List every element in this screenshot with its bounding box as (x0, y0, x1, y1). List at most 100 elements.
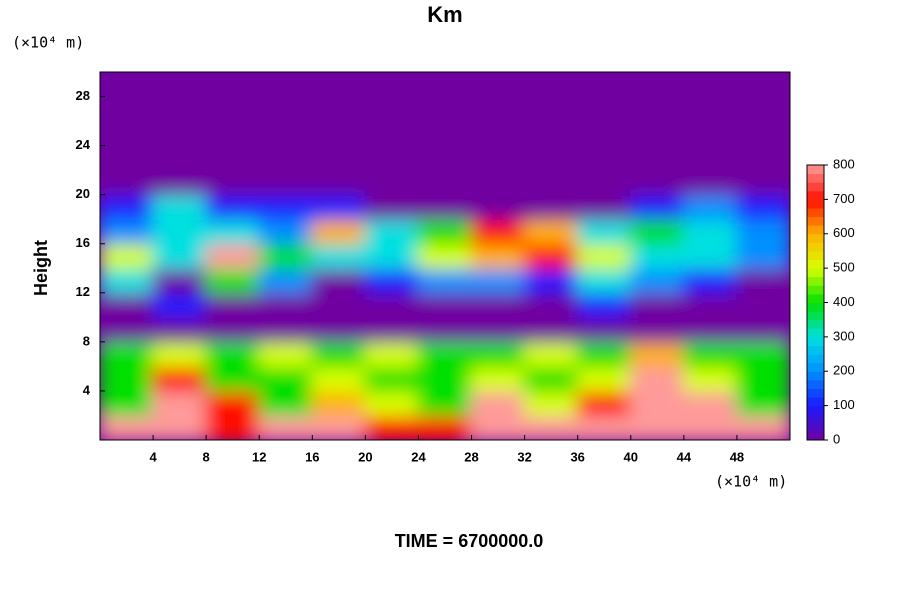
cell (258, 169, 314, 196)
cell (576, 414, 632, 440)
cell (258, 193, 314, 221)
cell (629, 365, 685, 392)
y-axis-label: Height (31, 240, 51, 296)
cell (735, 218, 790, 245)
cell (100, 267, 155, 294)
cell (576, 242, 632, 270)
colorbar-tick-label: 100 (833, 397, 855, 412)
colorbar-band (807, 397, 824, 407)
x-tick-label: 8 (203, 449, 210, 464)
colorbar-tick-label: 500 (833, 260, 855, 275)
colorbar-band (807, 336, 824, 346)
cell (735, 340, 790, 368)
cell (417, 365, 473, 392)
cell (417, 414, 473, 440)
cell (258, 365, 314, 392)
cell (523, 389, 579, 417)
cell (735, 316, 790, 343)
cell (100, 291, 155, 319)
colorbar-tick-label: 700 (833, 191, 855, 206)
colorbar-tick-label: 300 (833, 328, 855, 343)
cell (735, 169, 790, 196)
cell (364, 365, 420, 392)
cells (100, 72, 790, 440)
cell (152, 414, 208, 440)
cell (523, 242, 579, 270)
colorbar-band (807, 388, 824, 398)
cell (682, 414, 738, 440)
cell (152, 340, 208, 368)
cell (152, 389, 208, 417)
cell (364, 218, 420, 245)
cell (576, 365, 632, 392)
cell (470, 95, 526, 123)
colorbar-band (807, 414, 824, 424)
cell (576, 193, 632, 221)
cell (364, 340, 420, 368)
cell (682, 144, 738, 172)
cell (258, 144, 314, 172)
cell (100, 389, 155, 417)
cell (682, 340, 738, 368)
cell (735, 193, 790, 221)
cell (470, 193, 526, 221)
cell (100, 218, 155, 245)
cell (258, 72, 314, 98)
x-tick-label: 32 (517, 449, 531, 464)
colorbar-band (807, 276, 824, 286)
cell (470, 242, 526, 270)
y-unit: (×10⁴ m) (12, 34, 84, 52)
cell (523, 365, 579, 392)
y-tick-label: 8 (83, 333, 90, 348)
cell (258, 218, 314, 245)
cell (523, 120, 579, 147)
cell (258, 414, 314, 440)
cell (205, 291, 261, 319)
cell (735, 95, 790, 123)
cell (629, 72, 685, 98)
cell (417, 267, 473, 294)
cell (100, 340, 155, 368)
cell (258, 242, 314, 270)
x-tick-label: 4 (149, 449, 157, 464)
cell (205, 218, 261, 245)
cell (205, 267, 261, 294)
y-tick-label: 12 (76, 284, 90, 299)
cell (629, 193, 685, 221)
cell (682, 95, 738, 123)
cell (682, 218, 738, 245)
colorbar-band (807, 173, 824, 183)
cell (470, 267, 526, 294)
cell (100, 414, 155, 440)
cell (682, 242, 738, 270)
cell (470, 316, 526, 343)
cell (576, 267, 632, 294)
colorbar-band (807, 431, 824, 441)
colorbar-band (807, 319, 824, 329)
cell (576, 291, 632, 319)
cell (523, 340, 579, 368)
x-tick-label: 28 (464, 449, 478, 464)
cell (311, 144, 367, 172)
colorbar-band (807, 293, 824, 303)
cell (682, 120, 738, 147)
colorbar-tick-label: 200 (833, 363, 855, 378)
cell (258, 95, 314, 123)
cell (576, 95, 632, 123)
cell (258, 267, 314, 294)
cell (735, 144, 790, 172)
colorbar-band (807, 285, 824, 295)
cell (311, 193, 367, 221)
cell (576, 72, 632, 98)
x-tick-label: 12 (252, 449, 266, 464)
cell (470, 291, 526, 319)
cell (152, 72, 208, 98)
cell (364, 120, 420, 147)
cell (470, 72, 526, 98)
cell (629, 414, 685, 440)
cell (311, 169, 367, 196)
cell (152, 365, 208, 392)
cell (417, 95, 473, 123)
cell (682, 72, 738, 98)
x-tick-label: 48 (730, 449, 744, 464)
